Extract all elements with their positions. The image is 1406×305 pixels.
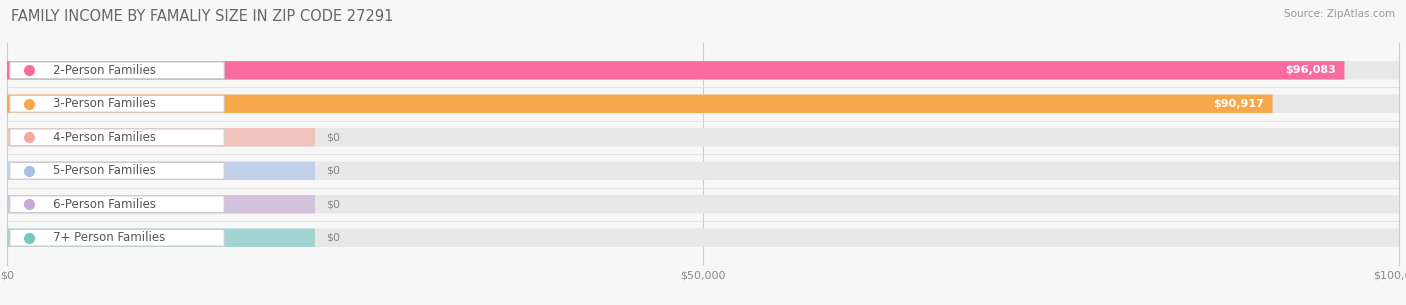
FancyBboxPatch shape <box>7 95 1399 113</box>
FancyBboxPatch shape <box>7 61 1344 80</box>
Text: 6-Person Families: 6-Person Families <box>53 198 156 211</box>
Text: $0: $0 <box>326 132 340 142</box>
Text: $90,917: $90,917 <box>1213 99 1264 109</box>
FancyBboxPatch shape <box>10 229 224 246</box>
Text: $0: $0 <box>326 166 340 176</box>
FancyBboxPatch shape <box>7 95 1272 113</box>
FancyBboxPatch shape <box>7 195 1399 214</box>
FancyBboxPatch shape <box>10 62 224 79</box>
FancyBboxPatch shape <box>7 228 315 247</box>
Text: $0: $0 <box>326 199 340 209</box>
FancyBboxPatch shape <box>7 162 1399 180</box>
FancyBboxPatch shape <box>7 128 1399 146</box>
Text: 3-Person Families: 3-Person Families <box>53 97 156 110</box>
Text: 2-Person Families: 2-Person Families <box>53 64 156 77</box>
Text: FAMILY INCOME BY FAMALIY SIZE IN ZIP CODE 27291: FAMILY INCOME BY FAMALIY SIZE IN ZIP COD… <box>11 9 394 24</box>
FancyBboxPatch shape <box>10 129 224 146</box>
Text: 5-Person Families: 5-Person Families <box>53 164 156 177</box>
Text: $96,083: $96,083 <box>1285 65 1336 75</box>
FancyBboxPatch shape <box>7 128 315 146</box>
Text: 4-Person Families: 4-Person Families <box>53 131 156 144</box>
FancyBboxPatch shape <box>7 195 315 214</box>
FancyBboxPatch shape <box>10 162 224 179</box>
FancyBboxPatch shape <box>10 196 224 213</box>
FancyBboxPatch shape <box>7 162 315 180</box>
FancyBboxPatch shape <box>7 61 1399 80</box>
Text: $0: $0 <box>326 233 340 243</box>
FancyBboxPatch shape <box>10 95 224 112</box>
FancyBboxPatch shape <box>7 228 1399 247</box>
Text: 7+ Person Families: 7+ Person Families <box>53 231 166 244</box>
Text: Source: ZipAtlas.com: Source: ZipAtlas.com <box>1284 9 1395 19</box>
